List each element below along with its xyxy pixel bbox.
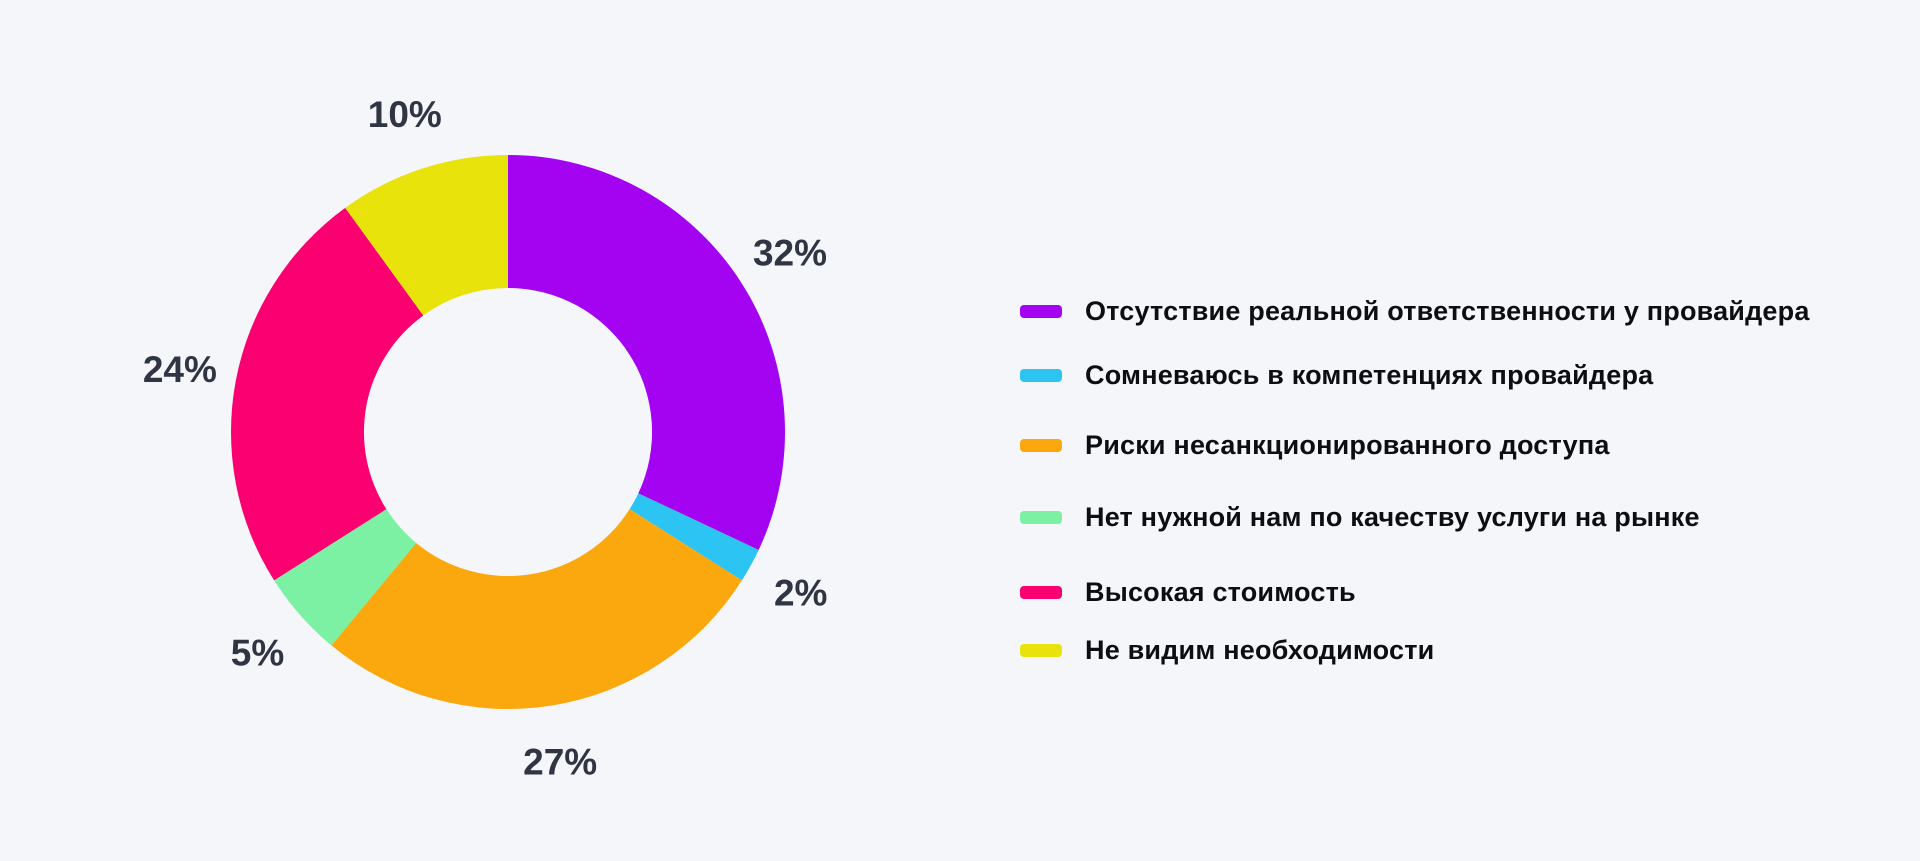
slice-percent-label-3: 5% bbox=[231, 632, 284, 673]
legend-item: Сомневаюсь в компетенциях провайдера bbox=[1020, 358, 1653, 392]
legend-label: Сомневаюсь в компетенциях провайдера bbox=[1085, 359, 1654, 390]
legend-label: Риски несанкционированного доступа bbox=[1085, 429, 1610, 460]
legend-item: Нет нужной нам по качеству услуги на рын… bbox=[1020, 500, 1700, 534]
legend-item: Не видим необходимости bbox=[1020, 633, 1434, 667]
legend-item: Риски несанкционированного доступа bbox=[1020, 428, 1610, 462]
legend-label: Отсутствие реальной ответственности у пр… bbox=[1085, 295, 1810, 326]
legend-swatch bbox=[1020, 510, 1062, 524]
legend-swatch bbox=[1020, 304, 1062, 318]
legend-swatch bbox=[1020, 368, 1062, 382]
legend-label: Нет нужной нам по качеству услуги на рын… bbox=[1085, 501, 1700, 532]
slice-percent-label-0: 32% bbox=[753, 233, 827, 274]
slice-percent-label-1: 2% bbox=[774, 572, 827, 613]
slice-percent-label-4: 24% bbox=[143, 349, 217, 390]
donut-slice-2 bbox=[331, 509, 742, 709]
legend-swatch bbox=[1020, 438, 1062, 452]
donut-slice-3 bbox=[274, 509, 417, 646]
donut-slice-0 bbox=[508, 155, 786, 550]
legend-swatch bbox=[1020, 643, 1062, 657]
legend-item: Высокая стоимость bbox=[1020, 575, 1356, 609]
slice-percent-label-5: 10% bbox=[368, 94, 442, 135]
slice-percent-label-2: 27% bbox=[523, 741, 597, 782]
legend-swatch bbox=[1020, 585, 1062, 599]
legend-item: Отсутствие реальной ответственности у пр… bbox=[1020, 294, 1810, 328]
legend-label: Высокая стоимость bbox=[1085, 576, 1356, 607]
donut-slice-5 bbox=[345, 155, 508, 316]
legend-label: Не видим необходимости bbox=[1085, 634, 1435, 665]
donut-slice-4 bbox=[230, 207, 424, 581]
donut-slice-1 bbox=[629, 493, 759, 581]
